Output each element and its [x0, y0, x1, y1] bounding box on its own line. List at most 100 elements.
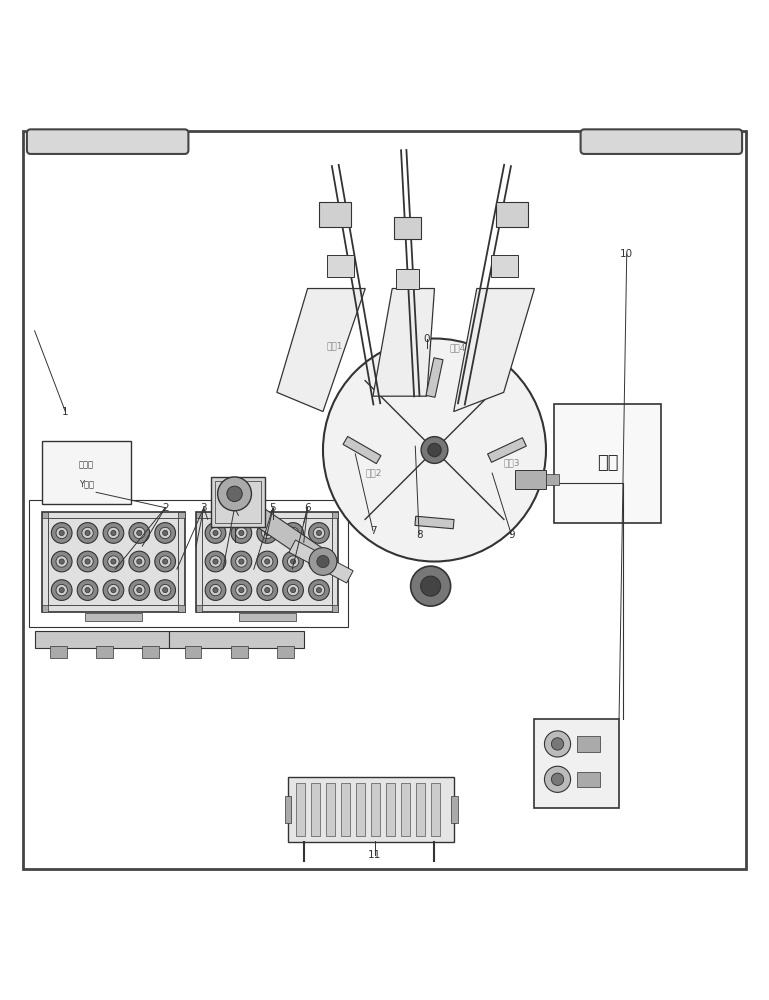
Circle shape: [129, 551, 150, 572]
Circle shape: [56, 584, 68, 596]
Bar: [42, 512, 185, 612]
Bar: [48, 518, 178, 605]
Circle shape: [137, 559, 141, 564]
Bar: [196, 512, 338, 612]
Circle shape: [283, 580, 304, 600]
Circle shape: [235, 527, 247, 539]
Circle shape: [227, 486, 242, 502]
Circle shape: [213, 559, 218, 564]
Circle shape: [411, 566, 451, 606]
Circle shape: [257, 580, 278, 600]
Polygon shape: [343, 436, 381, 464]
Circle shape: [316, 559, 321, 564]
Bar: [29, 500, 348, 627]
Circle shape: [313, 556, 325, 567]
Circle shape: [85, 559, 90, 564]
Polygon shape: [426, 358, 443, 397]
Bar: [185, 646, 201, 658]
Text: 7: 7: [370, 526, 376, 536]
Circle shape: [210, 527, 221, 539]
Circle shape: [205, 523, 226, 543]
Bar: [288, 777, 454, 842]
Bar: [96, 646, 113, 658]
Circle shape: [213, 587, 218, 593]
Bar: [341, 783, 350, 836]
Bar: [451, 796, 458, 823]
Circle shape: [129, 580, 150, 600]
Bar: [371, 783, 380, 836]
Circle shape: [85, 530, 90, 536]
Circle shape: [82, 556, 93, 567]
Circle shape: [111, 587, 116, 593]
Polygon shape: [277, 289, 365, 412]
Circle shape: [155, 523, 175, 543]
Circle shape: [308, 580, 329, 600]
Circle shape: [103, 580, 124, 600]
Circle shape: [218, 477, 251, 511]
Bar: [85, 613, 142, 621]
Bar: [386, 783, 395, 836]
Circle shape: [265, 530, 270, 536]
Circle shape: [265, 587, 270, 593]
Circle shape: [421, 437, 448, 463]
Bar: [496, 202, 528, 227]
Text: 6: 6: [305, 503, 311, 513]
Bar: [169, 631, 304, 648]
Bar: [35, 631, 169, 648]
Polygon shape: [289, 540, 353, 583]
Bar: [196, 605, 202, 612]
Circle shape: [261, 527, 273, 539]
Circle shape: [428, 443, 441, 457]
Bar: [431, 783, 440, 836]
Bar: [178, 605, 185, 612]
Text: 位置4: 位置4: [450, 343, 466, 352]
Circle shape: [210, 556, 221, 567]
Bar: [311, 783, 320, 836]
Circle shape: [231, 580, 251, 600]
Circle shape: [77, 551, 98, 572]
Circle shape: [205, 580, 226, 600]
Circle shape: [313, 527, 325, 539]
Circle shape: [52, 551, 72, 572]
Circle shape: [210, 584, 221, 596]
Bar: [327, 255, 354, 277]
Text: 3: 3: [201, 503, 207, 513]
Circle shape: [155, 580, 175, 600]
Circle shape: [308, 523, 329, 543]
Text: 8: 8: [416, 530, 422, 540]
Circle shape: [288, 527, 299, 539]
Circle shape: [134, 584, 145, 596]
Bar: [577, 772, 600, 787]
Circle shape: [231, 551, 251, 572]
Circle shape: [323, 339, 546, 562]
Circle shape: [159, 584, 171, 596]
Circle shape: [257, 523, 278, 543]
Circle shape: [238, 587, 244, 593]
Circle shape: [551, 738, 564, 750]
Circle shape: [77, 523, 98, 543]
Bar: [202, 518, 332, 605]
Bar: [196, 512, 202, 518]
Text: 位置1: 位置1: [327, 342, 343, 351]
Circle shape: [52, 580, 72, 600]
Circle shape: [238, 559, 244, 564]
Bar: [50, 646, 67, 658]
Bar: [554, 404, 661, 523]
Bar: [142, 646, 159, 658]
Bar: [332, 605, 338, 612]
Circle shape: [313, 584, 325, 596]
Circle shape: [288, 584, 299, 596]
Bar: [491, 255, 518, 277]
Bar: [277, 646, 294, 658]
Text: 9: 9: [508, 530, 514, 540]
Text: 1: 1: [62, 407, 68, 417]
Circle shape: [551, 773, 564, 785]
Circle shape: [108, 584, 119, 596]
Text: Y装卸: Y装卸: [79, 479, 94, 488]
Circle shape: [108, 556, 119, 567]
Bar: [296, 783, 305, 836]
Circle shape: [56, 556, 68, 567]
Circle shape: [283, 551, 304, 572]
Bar: [178, 512, 185, 518]
Circle shape: [108, 527, 119, 539]
